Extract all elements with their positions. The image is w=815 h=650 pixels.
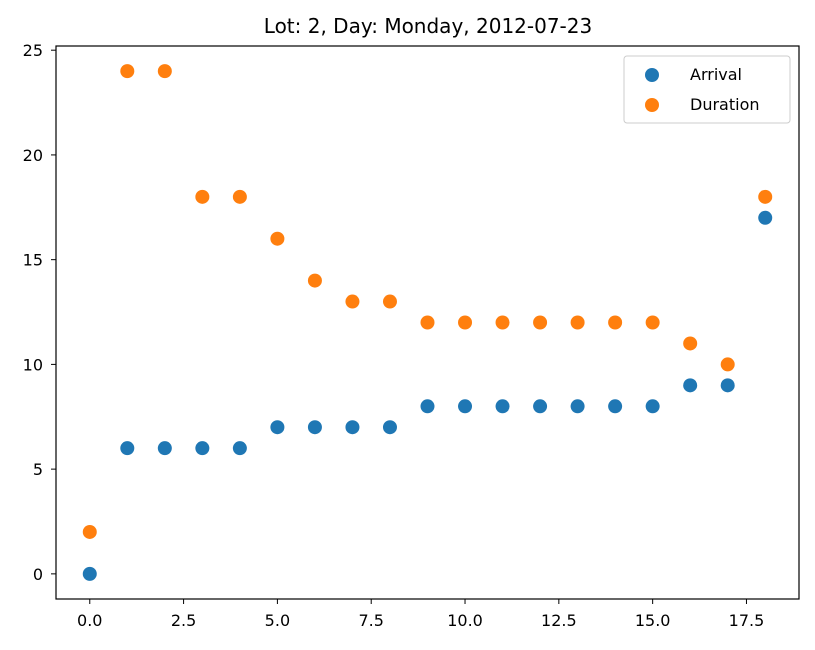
x-tick-label: 2.5 xyxy=(171,611,196,630)
point-arrival xyxy=(157,441,172,456)
point-duration xyxy=(345,294,360,309)
point-arrival xyxy=(195,441,210,456)
point-duration xyxy=(195,189,210,204)
point-arrival xyxy=(458,399,473,414)
point-duration xyxy=(420,315,435,330)
point-arrival xyxy=(420,399,435,414)
x-tick-label: 15.0 xyxy=(635,611,671,630)
legend-box xyxy=(623,55,791,124)
point-arrival xyxy=(533,399,548,414)
legend-marker-arrival xyxy=(645,68,659,82)
point-arrival xyxy=(82,566,97,581)
y-tick-label: 25 xyxy=(23,41,43,60)
point-arrival xyxy=(120,441,135,456)
x-tick-label: 12.5 xyxy=(541,611,577,630)
legend-label-arrival: Arrival xyxy=(690,65,742,84)
point-duration xyxy=(495,315,510,330)
point-arrival xyxy=(495,399,510,414)
point-arrival xyxy=(345,420,360,435)
point-duration xyxy=(82,524,97,539)
point-duration xyxy=(307,273,322,288)
point-duration xyxy=(157,64,172,79)
x-axis: 0.0 2.5 5.0 7.5 10.0 12.5 15.0 17.5 xyxy=(77,599,764,630)
y-tick-label: 0 xyxy=(33,565,43,584)
y-tick-label: 15 xyxy=(23,251,43,270)
point-arrival xyxy=(232,441,247,456)
point-duration xyxy=(758,189,773,204)
y-tick-label: 20 xyxy=(23,146,43,165)
data-points xyxy=(82,64,773,581)
point-arrival xyxy=(382,420,397,435)
x-tick-label: 7.5 xyxy=(358,611,383,630)
point-duration xyxy=(570,315,585,330)
point-arrival xyxy=(570,399,585,414)
point-arrival xyxy=(645,399,660,414)
point-arrival xyxy=(758,210,773,225)
point-duration xyxy=(720,357,735,372)
y-tick-label: 5 xyxy=(33,460,43,479)
x-tick-label: 10.0 xyxy=(447,611,483,630)
point-duration xyxy=(120,64,135,79)
legend-marker-duration xyxy=(645,98,659,112)
chart-title: Lot: 2, Day: Monday, 2012-07-23 xyxy=(264,14,592,38)
point-duration xyxy=(645,315,660,330)
point-duration xyxy=(270,231,285,246)
y-tick-label: 10 xyxy=(23,355,43,374)
y-axis: 0 5 10 15 20 25 xyxy=(23,41,56,584)
point-duration xyxy=(608,315,623,330)
point-arrival xyxy=(608,399,623,414)
point-arrival xyxy=(307,420,322,435)
legend: Arrival Duration xyxy=(623,55,791,124)
point-arrival xyxy=(683,378,698,393)
point-duration xyxy=(232,189,247,204)
point-duration xyxy=(533,315,548,330)
plot-frame xyxy=(55,45,800,600)
x-tick-label: 5.0 xyxy=(265,611,290,630)
point-duration xyxy=(683,336,698,351)
point-duration xyxy=(458,315,473,330)
point-arrival xyxy=(270,420,285,435)
x-tick-label: 0.0 xyxy=(77,611,102,630)
point-duration xyxy=(382,294,397,309)
x-tick-label: 17.5 xyxy=(729,611,765,630)
legend-label-duration: Duration xyxy=(690,95,760,114)
point-arrival xyxy=(720,378,735,393)
